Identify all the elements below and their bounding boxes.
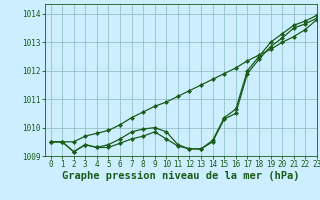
X-axis label: Graphe pression niveau de la mer (hPa): Graphe pression niveau de la mer (hPa) xyxy=(62,171,300,181)
